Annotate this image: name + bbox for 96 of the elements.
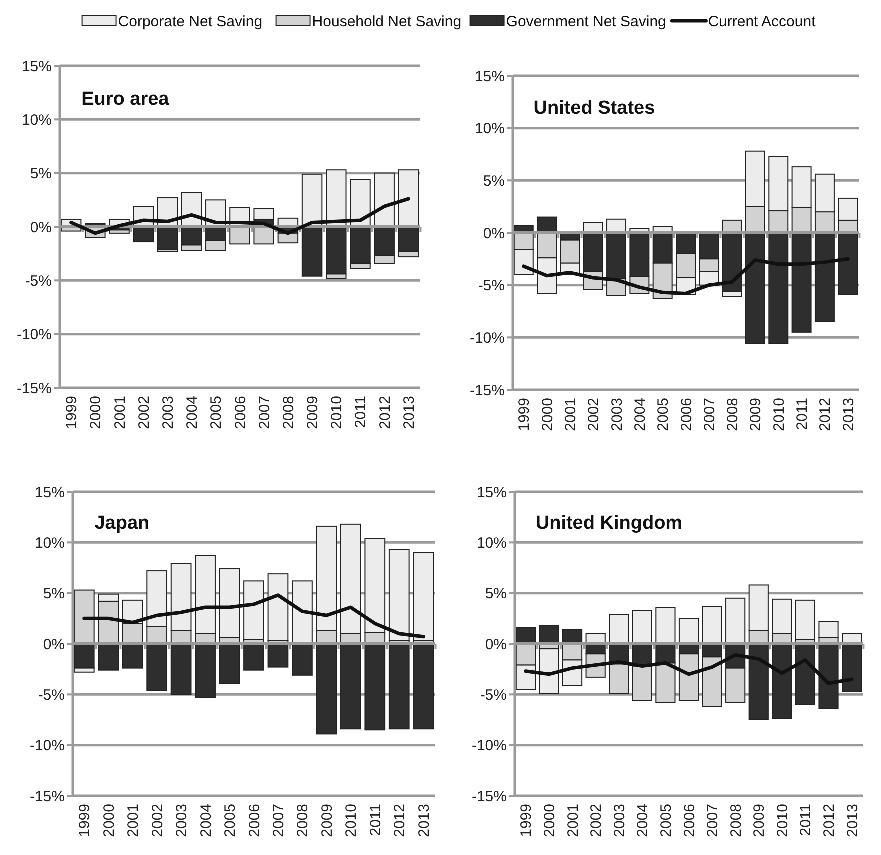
x-tick-label: 2012 [376,396,394,430]
x-tick-label: 2001 [112,396,129,430]
x-tick-label: 2008 [724,398,742,432]
x-tick-label: 2009 [751,804,768,838]
x-tick-label: 2001 [125,804,142,838]
x-tick-label: 2008 [728,804,745,838]
y-tick-label: 0% [43,636,65,654]
x-tick-label: 2005 [222,804,240,838]
y-tick-label: -10% [470,330,505,347]
x-tick-label: 2004 [632,398,649,432]
y-tick-label: 10% [34,534,65,552]
x-tick-label: 2006 [678,398,696,432]
x-tick-label: 2004 [198,804,215,838]
x-tick-label: 2013 [844,804,862,838]
x-tick-label: 2007 [270,804,288,838]
x-tick-label: 2005 [658,804,675,838]
x-tick-label: 2004 [184,396,202,430]
x-tick-label: 2013 [416,804,433,838]
legend-label: Corporate Net Saving [118,13,263,30]
x-tick-label: 2002 [149,804,166,838]
x-tick-label: 2007 [256,396,274,430]
y-tick-label: -15% [472,788,507,806]
text: United States [534,98,656,120]
y-tick-label: -5% [480,686,507,704]
y-tick-label: 10% [474,120,505,138]
x-tick-label: 2011 [794,398,812,430]
y-tick-label: 10% [22,112,52,129]
y-tick-label: -15% [30,788,65,806]
x-tick-label: 2007 [704,804,722,838]
text: United Kingdom [536,513,683,534]
y-tick-label: -15% [470,382,505,400]
x-tick-label: 2007 [701,398,718,432]
y-tick-label: -5% [478,278,505,295]
x-tick-label: 2012 [392,804,409,838]
y-tick-label: -5% [25,272,52,290]
x-tick-label: 2009 [318,804,336,838]
x-tick-label: 2000 [88,396,105,430]
x-tick-label: 2011 [798,804,815,836]
x-tick-label: 2006 [232,396,250,430]
text: Euro area [82,88,170,110]
x-tick-label: 2011 [367,804,384,836]
x-tick-label: 2003 [160,396,177,430]
x-tick-label: 1999 [516,398,534,432]
y-tick-label: 0% [30,219,52,236]
y-tick-label: -10% [30,738,65,755]
x-tick-label: 2008 [294,804,312,838]
x-tick-label: 2010 [770,398,788,432]
x-tick-label: 2000 [539,398,556,432]
x-tick-label: 2002 [586,398,603,432]
x-tick-label: 2009 [748,398,765,432]
x-tick-label: 2009 [304,396,322,430]
x-tick-label: 2010 [343,804,360,838]
x-tick-label: 2005 [208,396,226,430]
x-tick-label: 2004 [634,804,652,838]
x-tick-label: 2002 [136,396,153,430]
x-tick-label: 1999 [518,804,536,838]
x-tick-label: 2000 [100,804,118,838]
legend-label: Government Net Saving [506,13,666,30]
y-tick-label: 5% [43,586,65,603]
x-tick-label: 2003 [608,398,626,432]
x-tick-label: 1999 [64,396,81,430]
x-tick-label: 1999 [76,804,94,838]
y-tick-label: -5% [38,686,65,704]
y-tick-label: -10% [16,326,52,344]
text: Japan [94,513,150,534]
y-tick-label: 5% [483,172,505,190]
y-tick-label: 15% [476,484,507,502]
y-tick-label: 15% [22,58,52,76]
x-tick-label: 2010 [774,804,792,838]
x-tick-label: 2003 [611,804,628,838]
x-tick-label: 2013 [840,398,858,432]
y-tick-label: 0% [483,225,505,242]
x-tick-label: 2008 [280,396,298,430]
x-tick-label: 2001 [562,398,580,432]
y-tick-label: 10% [476,534,507,552]
x-tick-label: 2010 [328,396,346,430]
y-tick-label: 15% [474,68,505,86]
legend-label: Household Net Saving [312,13,462,30]
x-tick-label: 2012 [821,804,838,838]
y-tick-label: -15% [16,380,52,398]
x-tick-label: 2000 [541,804,558,838]
x-tick-label: 2013 [400,396,418,430]
x-tick-label: 2001 [564,804,582,838]
y-tick-label: 0% [485,636,507,654]
y-tick-label: 5% [30,166,52,183]
y-tick-label: -10% [472,738,507,755]
x-tick-label: 2005 [655,398,672,432]
x-tick-label: 2006 [681,804,698,838]
x-tick-label: 2006 [246,804,264,838]
x-tick-label: 2011 [352,396,370,428]
x-tick-label: 2012 [817,398,834,432]
y-tick-label: 5% [485,586,507,603]
legend-label: Current Account [708,13,817,30]
x-tick-label: 2003 [174,804,191,838]
y-tick-label: 15% [34,484,65,502]
x-tick-label: 2002 [588,804,606,838]
